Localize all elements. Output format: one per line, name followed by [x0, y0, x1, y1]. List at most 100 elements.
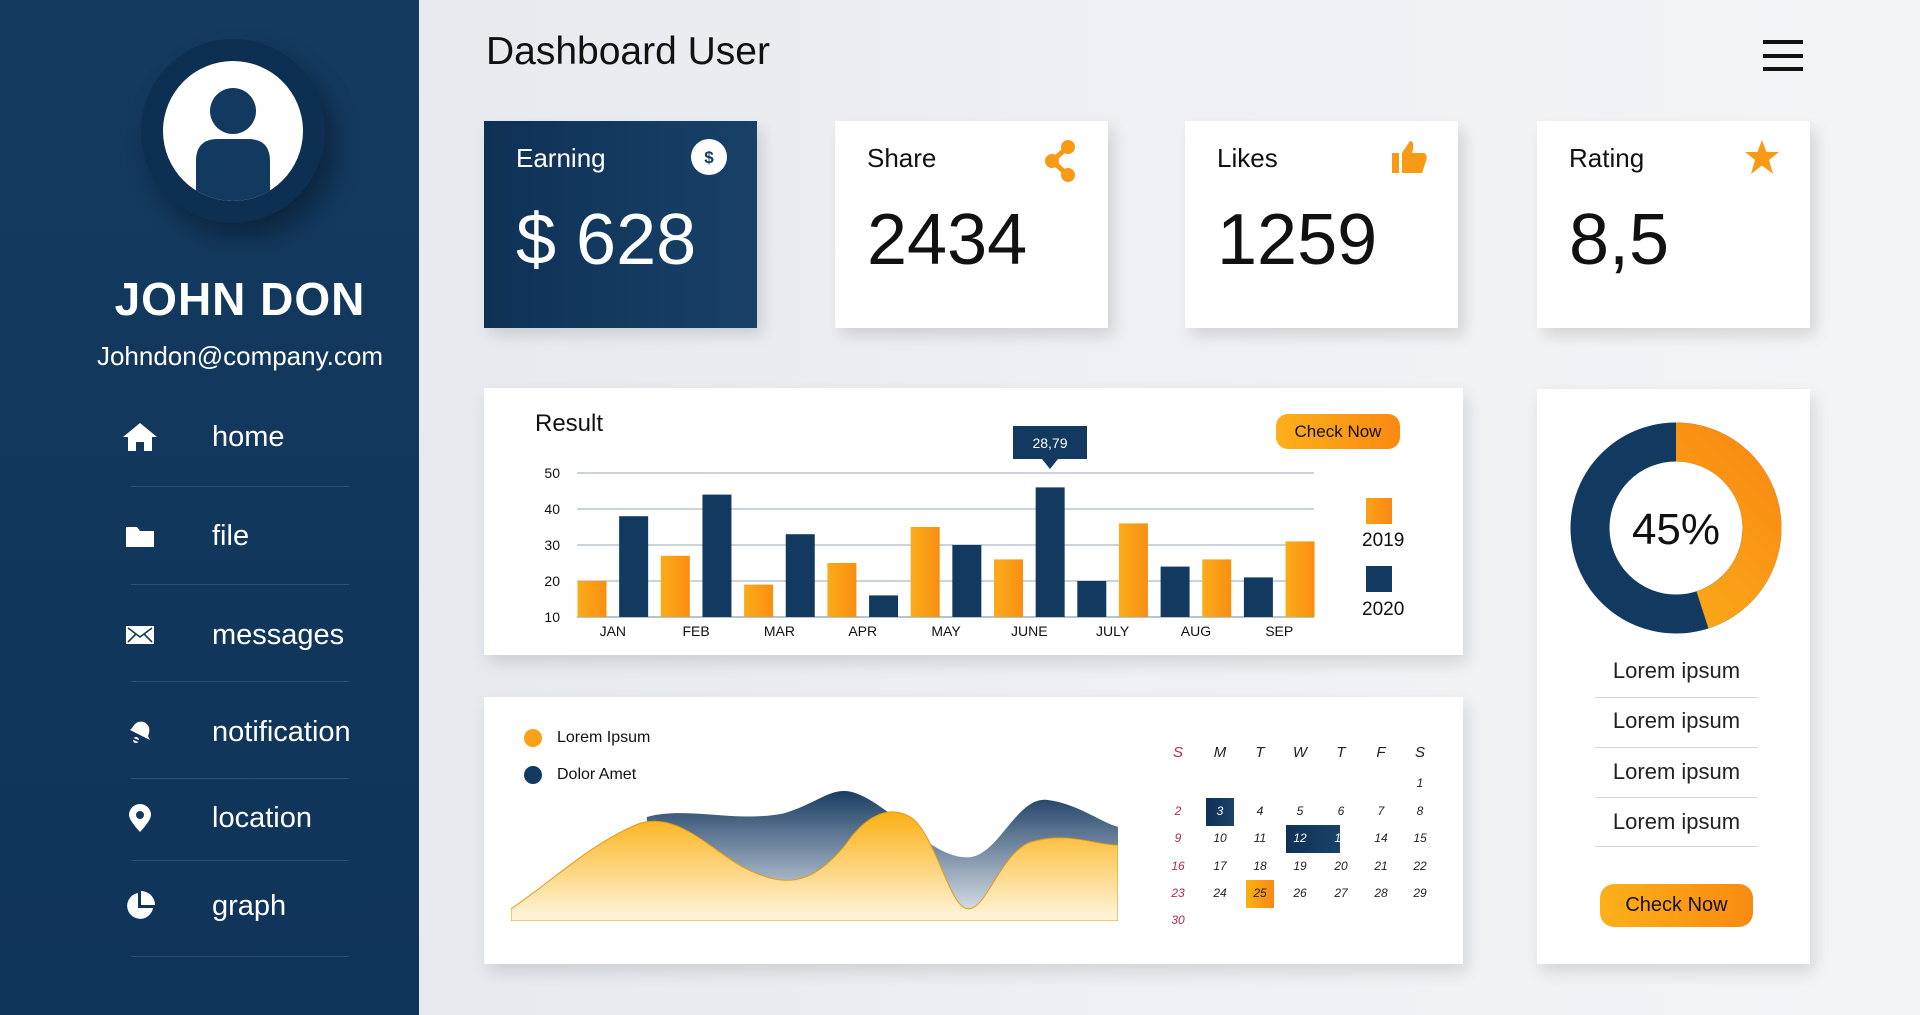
x-tick-label: APR [848, 623, 877, 639]
list-item[interactable]: Lorem ipsum [1612, 708, 1741, 733]
card-value: $ 628 [516, 200, 697, 280]
list-item[interactable]: Lorem ipsum [1612, 809, 1741, 834]
bar-2019-jan[interactable] [577, 581, 607, 617]
y-tick-label: 40 [544, 501, 560, 517]
hamburger-icon [1763, 40, 1803, 44]
calendar-day[interactable]: 30 [1171, 913, 1185, 927]
bar-2019-apr[interactable] [827, 563, 857, 617]
y-tick-label: 30 [544, 537, 560, 553]
list-item[interactable]: Lorem ipsum [1612, 658, 1741, 683]
calendar-day[interactable]: 14 [1374, 831, 1388, 845]
area-chart [511, 791, 1118, 921]
calendar-day[interactable]: 22 [1413, 859, 1427, 873]
calendar-day[interactable]: 20 [1334, 859, 1348, 873]
user-icon [196, 88, 270, 201]
divider [1595, 846, 1758, 847]
calendar-weekday-header: T [1336, 744, 1346, 761]
side-check-now-button[interactable]: Check Now [1600, 884, 1753, 927]
sidebar-item-location[interactable]: location [120, 788, 360, 848]
card-label: Rating [1569, 143, 1645, 173]
calendar-day[interactable]: 17 [1213, 859, 1227, 873]
calendar-day[interactable]: 13 [1334, 831, 1348, 845]
calendar-day[interactable]: 6 [1337, 804, 1345, 818]
calendar-day[interactable]: 21 [1374, 859, 1388, 873]
calendar-weekday-header: F [1376, 744, 1386, 761]
user-email: Johndon@company.com [96, 341, 384, 371]
card-value: 8,5 [1569, 200, 1670, 280]
rating-card[interactable]: Rating 8,5 [1537, 121, 1810, 328]
tooltip-pointer [1042, 459, 1058, 469]
x-tick-label: AUG [1181, 623, 1211, 639]
thumbs-up-icon [1392, 139, 1428, 177]
bar-2020-may[interactable] [952, 545, 982, 617]
envelope-icon [120, 619, 160, 651]
sidebar-item-label: messages [212, 618, 345, 651]
calendar-day[interactable]: 3 [1216, 804, 1224, 818]
bar-2020-aug[interactable] [1160, 566, 1190, 617]
calendar-day[interactable]: 25 [1253, 886, 1267, 900]
area-lorem-ipsum [511, 811, 1118, 921]
calendar-day[interactable]: 15 [1413, 831, 1427, 845]
bar-2020-sep[interactable] [1243, 577, 1273, 617]
sidebar-item-file[interactable]: file [120, 506, 360, 566]
menu-button[interactable] [1763, 40, 1803, 71]
likes-card[interactable]: Likes 1259 [1185, 121, 1458, 328]
sidebar-item-label: location [212, 801, 312, 834]
list-item[interactable]: Lorem ipsum [1612, 759, 1741, 784]
calendar-day[interactable]: 4 [1256, 804, 1264, 818]
calendar-day[interactable]: 7 [1377, 804, 1385, 818]
calendar-day[interactable]: 19 [1293, 859, 1307, 873]
donut-percent-label: 45% [1631, 505, 1721, 554]
legend-label-2020: 2020 [1362, 599, 1405, 620]
calendar-day[interactable]: 24 [1213, 886, 1227, 900]
bar-2020-feb[interactable] [702, 494, 732, 617]
bar-2020-mar[interactable] [785, 534, 815, 617]
user-name: JOHN DON [114, 273, 366, 325]
sidebar-item-notification[interactable]: notification [120, 702, 360, 762]
calendar-day[interactable]: 11 [1253, 831, 1267, 845]
divider [131, 860, 349, 861]
sidebar-item-home[interactable]: home [120, 407, 360, 467]
sidebar-item-label: home [212, 420, 285, 453]
calendar-day[interactable]: 27 [1334, 886, 1348, 900]
bar-2020-june[interactable] [1035, 487, 1065, 617]
share-card[interactable]: Share 2434 [835, 121, 1108, 328]
dollar-icon: $ [691, 139, 727, 177]
divider [1595, 747, 1758, 748]
sidebar-item-graph[interactable]: graph [120, 876, 360, 936]
result-check-now-button[interactable]: Check Now [1276, 414, 1400, 449]
calendar-day[interactable]: 1 [1416, 776, 1424, 790]
avatar[interactable] [163, 61, 303, 201]
calendar-day[interactable]: 10 [1213, 831, 1227, 845]
bar-2019-may[interactable] [910, 527, 940, 617]
calendar-day[interactable]: 9 [1174, 831, 1182, 845]
calendar-day[interactable]: 2 [1174, 804, 1182, 818]
divider [1595, 797, 1758, 798]
bar-2019-june[interactable] [994, 559, 1023, 617]
divider [131, 681, 349, 682]
star-icon [1744, 139, 1780, 177]
bar-2019-sep[interactable] [1285, 541, 1315, 617]
earning-card[interactable]: Earning $ $ 628 [484, 121, 757, 328]
sidebar-item-messages[interactable]: messages [120, 605, 360, 665]
bar-2019-mar[interactable] [744, 584, 774, 617]
donut-progress-arc [1570, 422, 1782, 634]
folder-icon [120, 520, 160, 552]
legend-label: Dolor Amet [557, 766, 637, 783]
calendar-day[interactable]: 5 [1296, 804, 1304, 818]
bar-2020-apr[interactable] [869, 595, 899, 617]
calendar-day[interactable]: 23 [1171, 886, 1185, 900]
calendar-weekday-header: M [1213, 744, 1227, 761]
calendar-day[interactable]: 29 [1413, 886, 1427, 900]
bar-2019-july[interactable] [1118, 523, 1148, 617]
calendar-day[interactable]: 16 [1171, 859, 1185, 873]
bar-2019-feb[interactable] [660, 555, 690, 617]
bar-2020-jan[interactable] [619, 516, 649, 617]
calendar-day[interactable]: 18 [1253, 859, 1267, 873]
calendar-day[interactable]: 12 [1293, 831, 1307, 845]
calendar-day[interactable]: 8 [1416, 804, 1424, 818]
bar-2020-july[interactable] [1077, 581, 1107, 617]
bar-2019-aug[interactable] [1202, 559, 1232, 617]
calendar-day[interactable]: 26 [1293, 886, 1307, 900]
calendar-day[interactable]: 28 [1374, 886, 1388, 900]
